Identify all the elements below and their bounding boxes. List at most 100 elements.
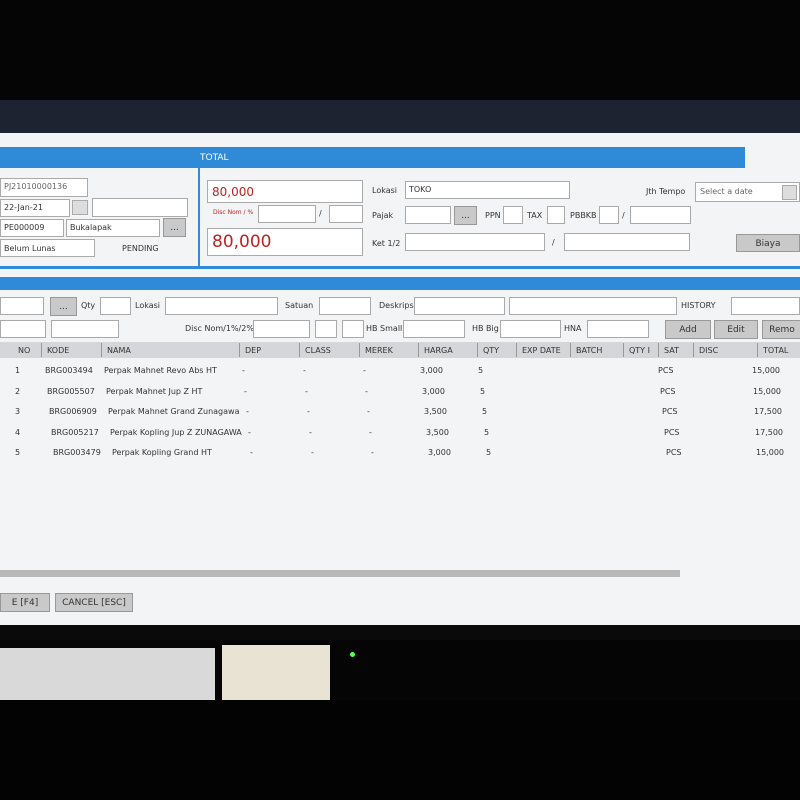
cell-harga: 3,000 <box>428 448 451 457</box>
edit-button[interactable]: Edit <box>714 320 758 339</box>
input-box[interactable] <box>564 233 690 251</box>
input-box[interactable] <box>547 206 565 224</box>
cell-nama: Perpak Kopling Jup Z ZUNAGAWA <box>110 427 242 437</box>
input-box[interactable] <box>0 320 46 338</box>
input-box[interactable] <box>165 297 278 315</box>
column-divider <box>570 343 571 357</box>
cell-kode: BRG005217 <box>51 427 99 437</box>
input-box[interactable] <box>599 206 619 224</box>
cancel-button[interactable]: CANCEL [ESC] <box>55 593 133 612</box>
column-header: DEP <box>245 346 262 355</box>
input-box[interactable] <box>315 320 337 338</box>
input-box[interactable] <box>319 297 371 315</box>
cell-qty: 5 <box>482 407 488 416</box>
cell-qty: 5 <box>484 427 490 437</box>
column-divider <box>299 343 300 357</box>
add-button[interactable]: Add <box>665 320 711 339</box>
cell-total: 17,500 <box>754 407 782 416</box>
cell-class: - <box>307 407 310 416</box>
calendar-icon[interactable] <box>72 200 88 215</box>
cell-sat: PCS <box>662 407 678 416</box>
customer-name: Bukalapak <box>70 223 112 232</box>
input-box[interactable] <box>587 320 649 338</box>
cell-kode: BRG005507 <box>47 386 95 396</box>
cell-sat: PCS <box>664 427 680 437</box>
cell-harga: 3,000 <box>420 366 443 375</box>
cell-class: - <box>303 366 306 375</box>
monitor-bezel <box>0 100 800 134</box>
input-box[interactable] <box>51 320 119 338</box>
input-box[interactable] <box>630 206 691 224</box>
field-label: PPN <box>485 211 501 220</box>
column-header: KODE <box>47 346 70 355</box>
cell-total: 15,000 <box>752 366 780 375</box>
column-divider <box>477 343 478 357</box>
cell-kode: BRG003479 <box>53 448 101 457</box>
column-divider <box>516 343 517 357</box>
lookup-button[interactable]: ... <box>163 218 186 237</box>
status-label: PENDING <box>122 244 159 253</box>
input-box[interactable] <box>405 206 451 224</box>
save-button[interactable]: E [F4] <box>0 593 50 612</box>
column-divider <box>658 343 659 357</box>
input-box[interactable] <box>0 178 88 197</box>
cell-sat: PCS <box>658 366 674 375</box>
lookup-button[interactable]: ... <box>454 206 477 225</box>
cell-nama: Perpak Mahnet Grand Zunagawa <box>108 407 240 416</box>
field-label: Satuan <box>285 301 314 310</box>
field-label: Disc Nom/1%/2% <box>185 324 254 333</box>
field-label: Deskripsi <box>379 301 416 310</box>
input-box[interactable] <box>0 199 70 217</box>
input-box[interactable] <box>207 180 363 203</box>
input-box[interactable] <box>0 297 44 315</box>
cell-class: - <box>311 448 314 457</box>
field-label: Lokasi <box>372 186 397 195</box>
input-box[interactable] <box>405 233 545 251</box>
input-box[interactable] <box>258 205 316 223</box>
input-box[interactable] <box>731 297 800 315</box>
column-divider <box>623 343 624 357</box>
input-box[interactable] <box>0 239 95 257</box>
cell-nama: Perpak Kopling Grand HT <box>112 448 212 457</box>
cell-no: 1 <box>15 366 21 375</box>
calendar-icon[interactable] <box>782 185 797 200</box>
cell-dep: - <box>250 448 253 457</box>
input-box[interactable] <box>509 297 677 315</box>
column-header: MEREK <box>365 346 393 355</box>
section-bar <box>0 277 800 290</box>
input-box[interactable] <box>253 320 310 338</box>
cell-no: 4 <box>15 427 21 437</box>
input-box[interactable] <box>100 297 131 315</box>
input-box[interactable] <box>405 181 570 199</box>
remove-button[interactable]: Remo <box>762 320 800 339</box>
header-bar <box>0 147 745 168</box>
cell-harga: 3,500 <box>426 427 449 437</box>
field-label: HB Small <box>366 324 403 333</box>
input-box[interactable] <box>66 219 160 237</box>
input-box[interactable] <box>0 219 64 237</box>
column-divider <box>101 343 102 357</box>
field-label: Pajak <box>372 211 394 220</box>
column-divider <box>757 343 758 357</box>
cell-kode: BRG006909 <box>49 407 97 416</box>
input-box[interactable] <box>342 320 364 338</box>
cell-sat: PCS <box>666 448 682 457</box>
input-box[interactable] <box>329 205 363 223</box>
field-label: Qty <box>81 301 96 310</box>
input-box[interactable] <box>92 198 188 217</box>
cell-merek: - <box>365 386 368 396</box>
disc-label: Disc Nom / % <box>213 209 254 216</box>
field-label: Jth Tempo <box>646 187 686 196</box>
input-box[interactable] <box>207 228 363 256</box>
column-header: QTY <box>483 346 500 355</box>
biaya-button[interactable]: Biaya <box>736 234 800 252</box>
field-label: Lokasi <box>135 301 160 310</box>
cell-dep: - <box>246 407 249 416</box>
divider <box>0 266 800 269</box>
input-box[interactable] <box>403 320 465 338</box>
input-box[interactable] <box>414 297 505 315</box>
input-box[interactable] <box>500 320 561 338</box>
lookup-button[interactable]: ... <box>50 297 77 316</box>
input-box[interactable] <box>503 206 523 224</box>
